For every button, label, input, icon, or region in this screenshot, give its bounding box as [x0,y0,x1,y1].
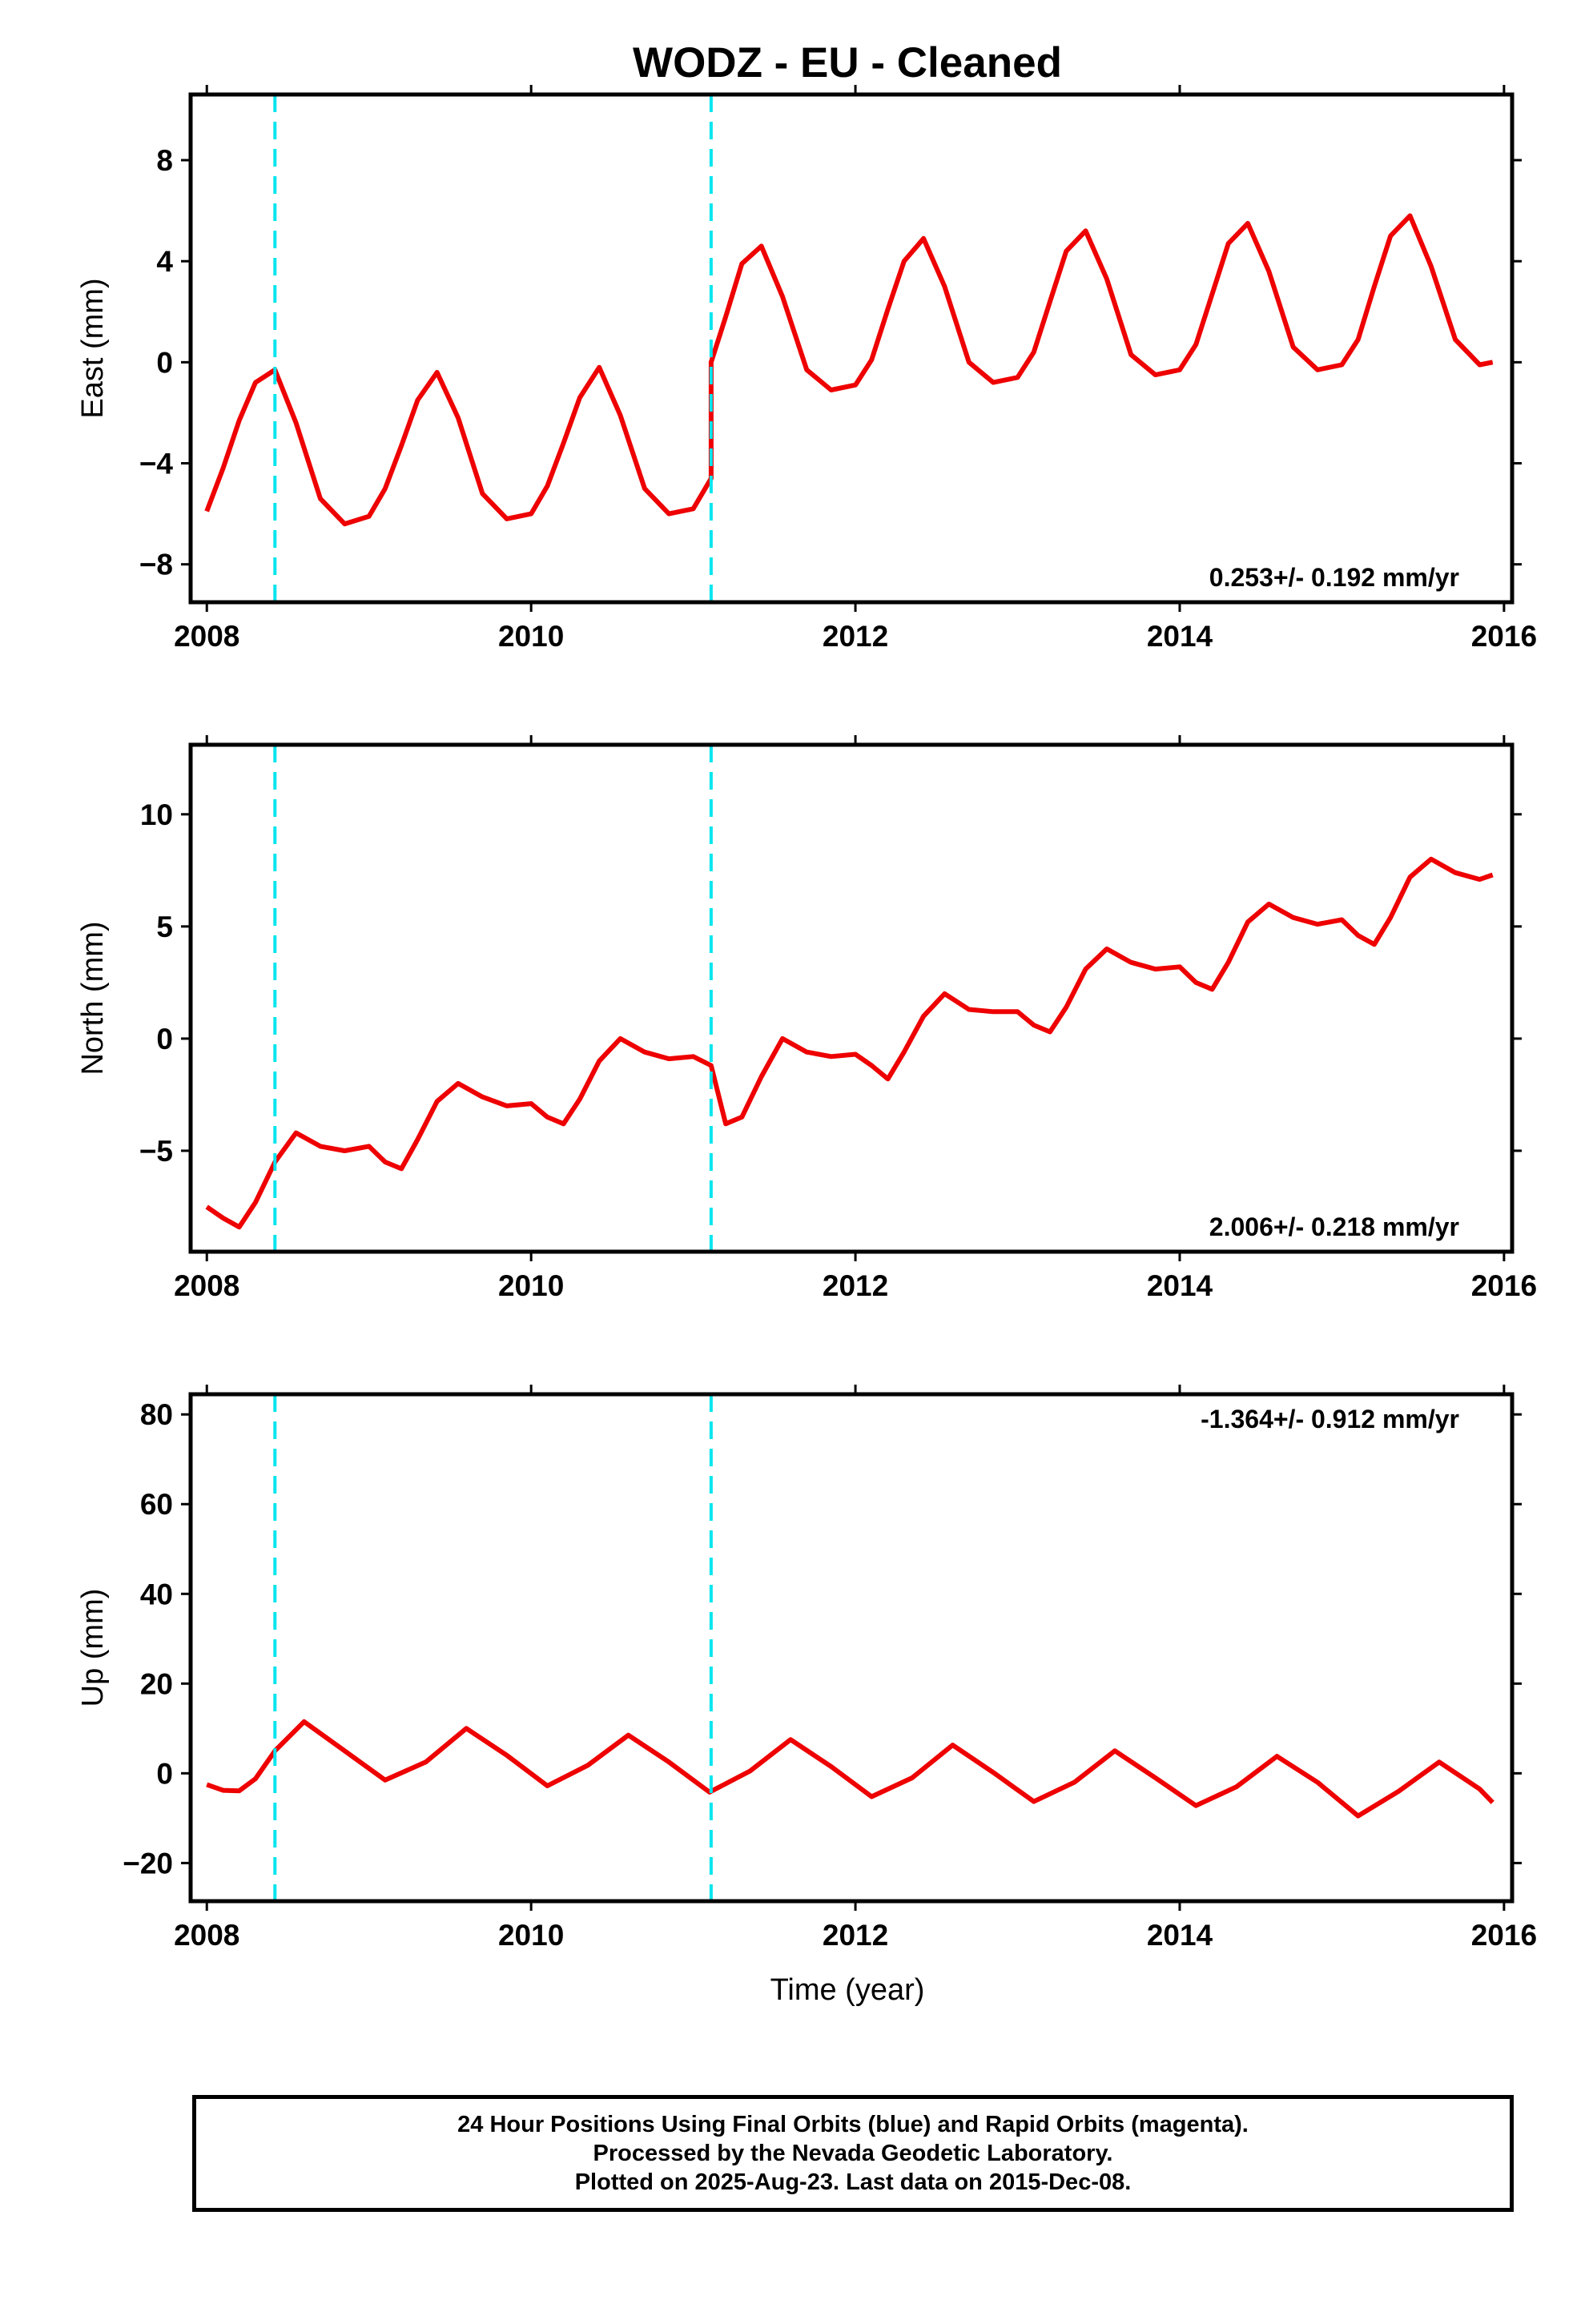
east-x-tick-label: 2016 [1471,620,1537,653]
up-y-tick-label: 80 [140,1398,173,1431]
up-y-tick-label: −20 [123,1847,173,1880]
chart-title: WODZ - EU - Cleaned [633,39,1062,86]
footer-box: 24 Hour Positions Using Final Orbits (bl… [192,2095,1514,2212]
up-x-tick-label: 2016 [1471,1919,1537,1952]
north-x-tick-label: 2014 [1147,1269,1213,1302]
north-x-tick-label: 2012 [823,1269,888,1302]
panel-east: 2008 2010 2012 2014 2016 −8 −4 0 4 8 East (mm) 0.25… [76,85,1537,653]
east-fit-line [204,213,1494,527]
east-x-tick-label: 2012 [823,620,888,653]
east-y-tick-label: −4 [139,448,174,480]
north-x-tick-label: 2016 [1471,1269,1537,1302]
footer-line-1: 24 Hour Positions Using Final Orbits (bl… [457,2112,1249,2137]
up-y-tick-label: 0 [156,1757,173,1790]
north-rate-label: 2.006+/- 0.218 mm/yr [1209,1212,1459,1241]
up-rate-label: -1.364+/- 0.912 mm/yr [1201,1405,1459,1433]
footer-line-2: Processed by the Nevada Geodetic Laborat… [593,2141,1113,2166]
up-y-tick-label: 40 [140,1578,173,1610]
east-y-tick-label: 4 [156,245,173,278]
east-y-axis-label: East (mm) [76,278,110,418]
up-x-tick-label: 2012 [823,1919,888,1952]
north-x-tick-label: 2010 [498,1269,564,1302]
up-y-axis-label: Up (mm) [76,1589,110,1707]
up-plot-frame [188,1392,1515,1904]
north-y-tick-label: 10 [140,798,173,831]
north-y-tick-label: −5 [139,1135,173,1168]
north-fit-line [205,856,1494,1230]
north-y-tick-label: 0 [156,1023,173,1055]
north-y-axis-label: North (mm) [76,921,110,1075]
up-x-tick-label: 2010 [498,1919,564,1952]
up-x-tick-label: 2014 [1147,1919,1213,1952]
east-y-tick-label: −8 [139,549,173,581]
east-rate-label: 0.253+/- 0.192 mm/yr [1209,563,1459,592]
up-y-tick-label: 20 [140,1667,173,1700]
x-axis-label: Time (year) [770,1973,925,2007]
east-x-tick-label: 2014 [1147,620,1213,653]
east-x-tick-label: 2008 [174,620,239,653]
panel-up: 2008 2010 2012 2014 2016 −20 0 20 40 60 80 Up (mm) -… [76,1385,1537,1952]
up-fit-line [206,1719,1494,1819]
up-x-tick-label: 2008 [174,1919,239,1952]
panel-north: 2008 2010 2012 2014 2016 −5 0 5 10 North (mm) 2.00… [76,735,1537,1302]
footer-line-3: Plotted on 2025-Aug-23. Last data on 201… [574,2169,1132,2195]
east-plot-frame [188,92,1515,605]
up-y-tick-label: 60 [140,1488,173,1521]
north-plot-frame [188,742,1515,1254]
east-y-tick-label: 8 [156,144,173,177]
east-x-tick-label: 2010 [498,620,564,653]
north-y-tick-label: 5 [156,911,173,943]
east-y-tick-label: 0 [156,346,173,379]
north-x-tick-label: 2008 [174,1269,239,1302]
